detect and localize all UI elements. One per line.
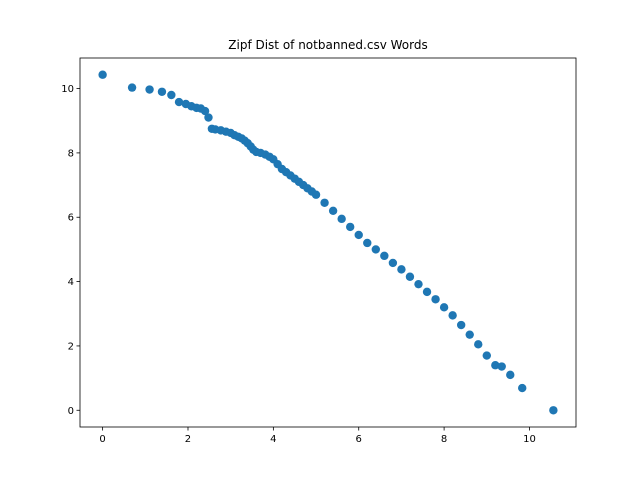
point bbox=[200, 106, 210, 116]
point bbox=[345, 222, 355, 232]
point bbox=[320, 198, 329, 207]
point bbox=[448, 311, 457, 320]
point bbox=[380, 251, 389, 261]
y-tick-label: 0 bbox=[68, 406, 74, 417]
y-tick-label: 2 bbox=[68, 341, 74, 352]
x-tick-label: 6 bbox=[356, 434, 362, 445]
x-tick-label: 4 bbox=[270, 434, 276, 445]
point bbox=[414, 279, 423, 289]
point bbox=[422, 287, 432, 297]
point bbox=[363, 238, 372, 248]
point bbox=[497, 362, 506, 371]
plot-frame bbox=[79, 57, 577, 428]
point bbox=[127, 83, 137, 92]
point bbox=[167, 90, 176, 100]
y-tick-label: 6 bbox=[68, 213, 74, 224]
point bbox=[354, 230, 363, 240]
point bbox=[98, 70, 107, 79]
point bbox=[311, 190, 321, 199]
point bbox=[474, 340, 483, 349]
point bbox=[157, 87, 167, 96]
point bbox=[371, 245, 381, 254]
y-tick-label: 8 bbox=[68, 148, 74, 159]
point bbox=[465, 330, 474, 339]
point bbox=[328, 206, 338, 216]
chart-title: Zipf Dist of notbanned.csv Words bbox=[228, 38, 427, 52]
x-tick-label: 2 bbox=[185, 434, 191, 445]
point bbox=[145, 85, 154, 94]
x-tick-label: 0 bbox=[99, 434, 105, 445]
point bbox=[388, 258, 398, 268]
y-tick-label: 10 bbox=[61, 84, 74, 95]
point bbox=[405, 272, 415, 281]
point bbox=[456, 320, 466, 330]
point bbox=[549, 406, 558, 415]
point bbox=[204, 113, 213, 122]
y-tick-label: 4 bbox=[68, 277, 74, 288]
point bbox=[506, 370, 515, 380]
point bbox=[431, 295, 440, 304]
point bbox=[439, 303, 449, 312]
point bbox=[518, 383, 527, 393]
point bbox=[491, 361, 500, 370]
x-tick-label: 8 bbox=[441, 434, 447, 445]
x-tick-label: 10 bbox=[523, 434, 536, 445]
point bbox=[174, 97, 184, 107]
point bbox=[397, 265, 406, 274]
point bbox=[337, 214, 346, 224]
point bbox=[482, 351, 491, 360]
